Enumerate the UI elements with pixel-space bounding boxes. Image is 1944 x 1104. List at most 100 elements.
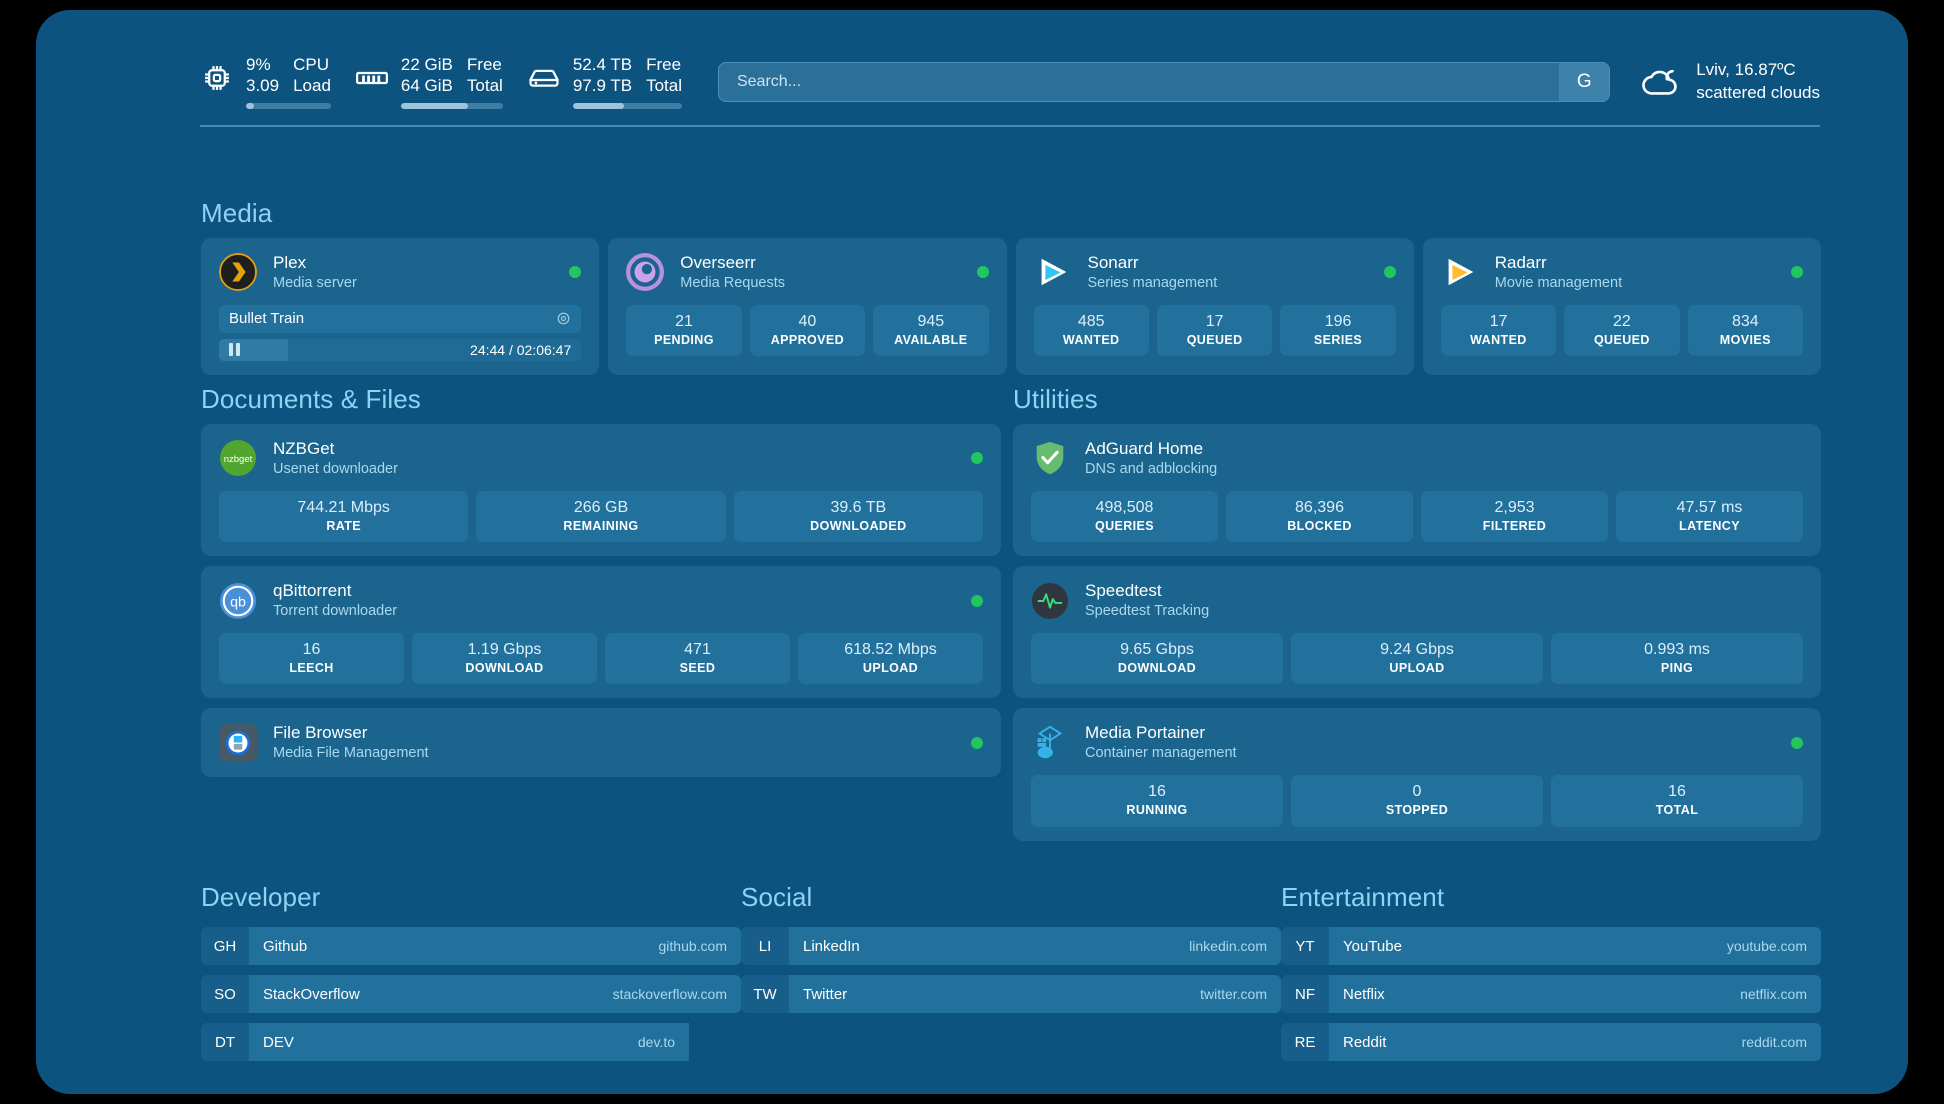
bookmark-body: Github github.com [249, 927, 741, 965]
bookmark-name: Reddit [1343, 1033, 1387, 1051]
file-browser-icon [219, 723, 257, 762]
stat-label: FILTERED [1482, 518, 1547, 533]
pause-icon[interactable] [229, 343, 240, 357]
search-provider-button[interactable]: G [1559, 63, 1610, 101]
stat-tile: 196 SERIES [1280, 304, 1396, 357]
stat-tile: 485 WANTED [1033, 304, 1149, 357]
bookmark-body: Twitter twitter.com [789, 975, 1281, 1013]
service-name: Speedtest [1085, 581, 1162, 601]
stat-tile: 744.21 Mbps RATE [219, 490, 469, 543]
card-titles: Media Portainer Container management [1085, 722, 1237, 763]
service-name: Radarr [1494, 253, 1547, 272]
stat-value: 16 [302, 641, 321, 659]
service-card-radarr[interactable]: Radarr Movie management 17 WANTED 22 QUE… [1422, 238, 1821, 375]
stat-row: 16 RUNNING 0 STOPPED 16 TOTAL [1031, 775, 1803, 827]
bookmark-item-netflix[interactable]: NF Netflix netflix.com [1281, 975, 1821, 1013]
service-name: NZBGet [273, 439, 335, 458]
stat-value: 0.993 ms [1644, 641, 1710, 659]
bookmark-body: Reddit reddit.com [1329, 1023, 1821, 1061]
overseerr-icon [626, 253, 665, 292]
stat-value: 22 [1612, 312, 1631, 330]
stat-value: 86,396 [1295, 498, 1344, 516]
memory-label-top: Free [466, 55, 502, 75]
sonarr-icon [1034, 253, 1072, 291]
service-name: qBittorrent [273, 581, 352, 601]
bookmark-url: linkedin.com [1189, 938, 1267, 954]
service-card-qbittorrent[interactable]: qb qBittorrent Torrent downloader 16 LEE… [201, 566, 1001, 699]
search-box[interactable]: G [717, 62, 1611, 102]
service-subtitle: Media server [273, 275, 357, 292]
service-card-sonarr[interactable]: Sonarr Series management 485 WANTED 17 Q… [1015, 238, 1414, 375]
bookmark-item-dev[interactable]: DT DEV dev.to [201, 1023, 741, 1061]
bookmark-url: netflix.com [1740, 986, 1807, 1002]
stat-tile: 9.24 Gbps UPLOAD [1291, 633, 1543, 685]
card-titles: Sonarr Series management [1088, 252, 1218, 293]
bookmark-name: DEV [263, 1033, 294, 1051]
stat-label: QUEUED [1593, 332, 1650, 347]
service-subtitle: DNS and adblocking [1085, 461, 1218, 478]
cpu-stat-group: 9% 3.09 CPU Load [200, 55, 331, 109]
portainer-whale-icon [1031, 724, 1069, 762]
service-card-media-portainer[interactable]: Media Portainer Container management 16 … [1013, 708, 1821, 841]
bookmark-item-stackoverflow[interactable]: SO StackOverflow stackoverflow.com [201, 975, 741, 1013]
stat-label: PING [1660, 661, 1694, 676]
weather-location-temp: Lviv, 16.87ºC [1696, 60, 1796, 80]
disk-label-top: Free [646, 55, 682, 75]
stat-label: LATENCY [1679, 518, 1740, 533]
bookmark-item-linkedin[interactable]: LI LinkedIn linkedin.com [741, 927, 1281, 965]
documents-column: nzbget NZBGet Usenet downloader 744.21 M… [201, 424, 1001, 778]
bookmark-item-youtube[interactable]: YT YouTube youtube.com [1281, 927, 1821, 965]
stat-label: MOVIES [1719, 332, 1771, 347]
stat-label: SERIES [1313, 332, 1363, 347]
service-card-overseerr[interactable]: Overseerr Media Requests 21 PENDING 40 A… [608, 238, 1007, 375]
service-card-speedtest[interactable]: Speedtest Speedtest Tracking 9.65 Gbps D… [1013, 566, 1821, 699]
disk-label-bottom: Total [646, 76, 682, 95]
card-header: Speedtest Speedtest Tracking [1031, 580, 1803, 621]
now-playing-progress[interactable]: 24:44 / 02:06:47 [219, 338, 582, 361]
card-titles: NZBGet Usenet downloader [273, 438, 398, 479]
service-card-plex[interactable]: Plex Media server Bullet Train 24:44 / 0… [201, 238, 600, 375]
stat-tile: 47.57 ms LATENCY [1616, 490, 1803, 543]
stat-tile: 498,508 QUERIES [1031, 490, 1218, 543]
stat-tile: 266 GB REMAINING [476, 490, 726, 543]
service-subtitle: Media Requests [680, 275, 786, 292]
stat-value: 266 GB [573, 498, 629, 516]
service-card-adguard-home[interactable]: AdGuard Home DNS and adblocking 498,508 … [1013, 424, 1821, 557]
stat-row: 744.21 Mbps RATE 266 GB REMAINING 39.6 T… [219, 490, 983, 543]
stat-label: DOWNLOAD [465, 661, 544, 676]
stat-value: 17 [1205, 312, 1224, 330]
disk-readout: 52.4 TB 97.9 TB Free Total [572, 55, 682, 109]
stat-tile: 471 SEED [605, 633, 790, 685]
memory-label-bottom: Total [466, 76, 503, 95]
status-badge-online [1383, 266, 1396, 279]
service-name: AdGuard Home [1085, 439, 1204, 458]
bookmark-item-reddit[interactable]: RE Reddit reddit.com [1281, 1023, 1821, 1061]
svg-text:qb: qb [230, 594, 246, 610]
stat-value: 1.19 Gbps [467, 641, 542, 659]
card-header: Plex Media server [219, 252, 582, 293]
bookmark-group-title: Social [741, 882, 813, 912]
card-header: nzbget NZBGet Usenet downloader [219, 438, 983, 479]
stat-value: 834 [1731, 312, 1759, 330]
bookmark-abbr: SO [201, 975, 249, 1013]
disk-value-top: 52.4 TB [572, 55, 633, 75]
stat-value: 9.65 Gbps [1120, 641, 1194, 659]
bookmark-item-github[interactable]: GH Github github.com [201, 927, 741, 965]
stat-label: DOWNLOADED [810, 518, 907, 533]
bookmark-abbr: NF [1281, 975, 1329, 1013]
service-card-file-browser[interactable]: File Browser Media File Management [201, 708, 1001, 778]
bookmark-item-twitter[interactable]: TW Twitter twitter.com [741, 975, 1281, 1013]
search-input[interactable] [718, 63, 1560, 101]
service-subtitle: Movie management [1494, 275, 1623, 292]
stat-label: QUEUED [1186, 332, 1243, 347]
card-titles: Plex Media server [273, 252, 357, 293]
stat-tile: 21 PENDING [626, 304, 742, 357]
stat-label: UPLOAD [1389, 661, 1445, 676]
card-header: Radarr Movie management [1441, 252, 1803, 293]
stat-label: WANTED [1062, 332, 1120, 347]
card-header: File Browser Media File Management [219, 722, 983, 763]
service-card-nzbget[interactable]: nzbget NZBGet Usenet downloader 744.21 M… [201, 424, 1001, 557]
card-header: qb qBittorrent Torrent downloader [219, 580, 983, 621]
bookmark-url: github.com [658, 938, 727, 954]
gear-icon[interactable] [556, 311, 571, 326]
